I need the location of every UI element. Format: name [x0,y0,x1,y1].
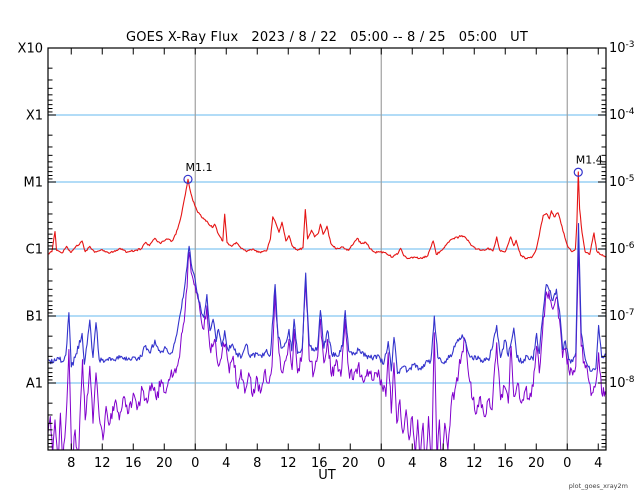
x-tick-label: 0 [563,456,571,471]
x-tick-label: 16 [311,456,328,471]
y-flux-label: 10-3 [609,40,635,56]
y-class-label: M1 [24,176,44,191]
x-tick-label: 16 [497,456,514,471]
x-tick-label: 8 [253,456,261,471]
x-tick-label: 16 [125,456,142,471]
x-tick-label: 4 [222,456,230,471]
x-axis-label: UT [318,468,336,483]
y-class-label: B1 [26,310,43,325]
y-flux-label: 10-7 [609,308,635,324]
flare-peak-marker [183,174,193,184]
plot-title: GOES X-Ray Flux 2023 / 8 / 22 05:00 -- 8… [125,30,529,45]
x-tick-label: 8 [67,456,75,471]
x-tick-label: 12 [280,456,297,471]
labels-layer: 8 12 16 20 0 4 8 12 16 20 0 4 8 12 16 20 0 4 X10 X1 M1 C1 B1 A1… [18,40,635,471]
x-tick-label: 20 [156,456,173,471]
y-flux-label: 10-4 [609,107,635,123]
y-flux-label: 10-6 [609,241,635,257]
x-tick-label: 12 [94,456,111,471]
y-flux-label: 10-5 [609,174,635,190]
flare-peak-marker [573,167,583,177]
gridlines-layer [48,48,606,450]
x-tick-label: 12 [466,456,483,471]
x-tick-label: 4 [408,456,416,471]
x-tick-label: 0 [191,456,199,471]
x-tick-label: 20 [528,456,545,471]
y-class-label: C1 [26,243,43,258]
flux-curve-purple-lower-trace [48,245,606,450]
watermark-text: plot_goes_xray2m [568,482,628,490]
series-layer [48,171,606,450]
flare-label: M1.4 [576,154,603,167]
annotations-layer: M1.1 M1.4 [183,154,607,184]
y-flux-label: 10-8 [609,375,635,391]
flux-curve-blue-lower-trace [48,222,606,375]
x-tick-label: 8 [439,456,447,471]
y-class-label: X10 [18,42,43,57]
flare-label: M1.1 [185,161,212,174]
flux-curve-red-upper-trace [48,171,606,260]
y-class-label: A1 [26,377,43,392]
x-tick-label: 4 [594,456,602,471]
axes-layer [47,47,607,451]
y-class-label: X1 [26,109,43,124]
x-tick-label: 20 [342,456,359,471]
x-tick-label: 0 [377,456,385,471]
